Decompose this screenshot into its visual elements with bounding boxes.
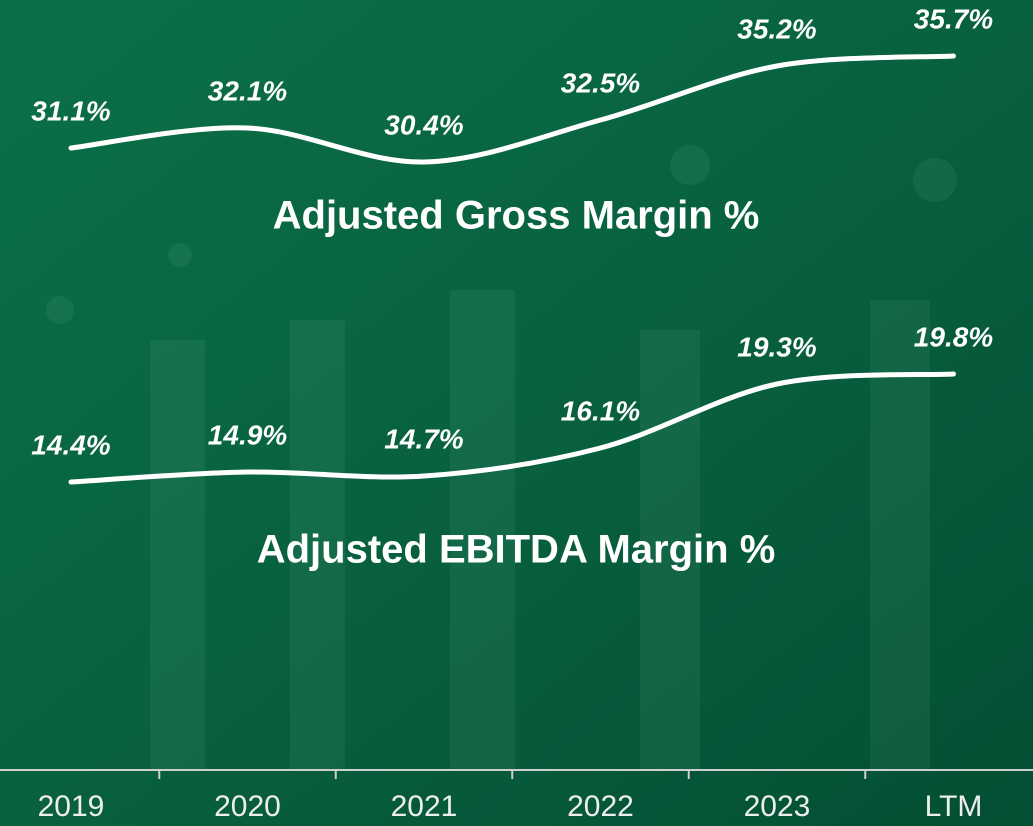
series-title: Adjusted EBITDA Margin % (257, 528, 776, 572)
x-tick-label: 2022 (567, 790, 634, 823)
data-label: 16.1% (561, 395, 640, 426)
data-label: 35.2% (737, 13, 816, 44)
data-label: 14.9% (208, 419, 287, 450)
series-title: Adjusted Gross Margin % (273, 194, 760, 238)
x-tick-label: 2020 (214, 790, 281, 823)
data-label: 35.7% (914, 3, 993, 34)
data-label: 32.1% (208, 75, 287, 106)
data-label: 19.8% (914, 321, 993, 352)
data-label: 32.5% (561, 67, 640, 98)
series-line (68, 371, 956, 485)
x-tick-label: 2021 (391, 790, 458, 823)
data-label: 31.1% (31, 95, 110, 126)
data-label: 19.3% (737, 331, 816, 362)
data-label: 14.7% (384, 423, 463, 454)
x-tick-label: 2023 (744, 790, 811, 823)
data-label: 30.4% (384, 109, 463, 140)
data-label: 14.4% (31, 429, 110, 460)
decoration (46, 145, 957, 770)
x-tick-label: 2019 (38, 790, 105, 823)
series-line (68, 53, 956, 165)
x-tick-label: LTM (925, 790, 983, 823)
